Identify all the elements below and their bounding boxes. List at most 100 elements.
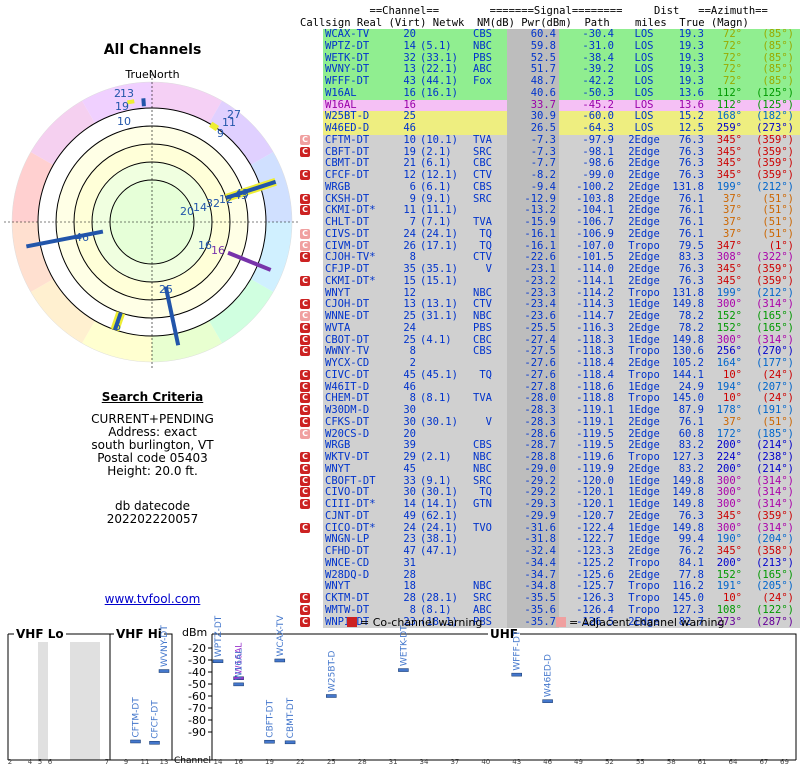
real-channel: 39: [403, 439, 416, 452]
distance: 77.8: [678, 568, 704, 581]
table-row[interactable]: CJNT-DT 49 (62.1) -29.9 -120.7 2Edge 76.3 345° (…: [300, 509, 800, 523]
table-row[interactable]: WPTZ-DT 14 (5.1) NBC 59.8 -31.0 LOS 19.3 72° (85°…: [300, 40, 800, 53]
adjacent-channel-legend: = Adjacent channel warning: [569, 616, 725, 629]
power-dbm: -101.5: [576, 251, 614, 264]
table-row[interactable]: C CHEM-DT 8 (8.1) TVA -28.0 -118.8 Tropo 145.0 10…: [300, 392, 800, 405]
polar-channel-label: 46: [75, 231, 89, 244]
table-row[interactable]: WNYT 18 NBC -34.8 -125.7 Tropo 116.2 191° (205°): [300, 580, 800, 593]
callsign: CFJP-DT: [325, 263, 370, 275]
callsign: WVNY-DT: [325, 63, 370, 76]
nm-db: 33.7: [530, 98, 556, 111]
virtual-channel: (62.1): [420, 509, 458, 522]
azimuth-true: 108°: [716, 603, 742, 616]
nm-cell-bg: [507, 581, 559, 593]
distance: 76.1: [678, 227, 704, 240]
table-row[interactable]: C WVTA 24 PBS -25.5 -116.3 2Edge 78.2 152° (165°): [300, 322, 800, 335]
table-row[interactable]: WETK-DT 32 (33.1) PBS 52.5 -38.4 LOS 19.3 72° (85…: [300, 52, 800, 65]
table-row[interactable]: C CICO-DT* 24 (24.1) TVO -31.6 -122.4 1Edge 149.…: [300, 522, 800, 535]
table-row[interactable]: C CFCF-DT 12 (12.1) CTV -8.2 -99.0 2Edge 76.3 345…: [300, 169, 800, 182]
callsign: CIVO-DT: [325, 486, 370, 499]
callsign: WNYT: [325, 462, 351, 475]
co-channel-legend: = Co-channel warning: [360, 616, 482, 629]
table-row[interactable]: CBMT-DT 21 (6.1) CBC -7.7 -98.6 2Edge 76.3 345° (…: [300, 157, 800, 170]
table-row[interactable]: WRGB 39 CBS -28.7 -119.5 2Edge 83.2 200° (214°): [300, 439, 800, 452]
table-row[interactable]: C CIVS-DT 24 (24.1) TQ -16.1 -106.9 2Edge 76.1 37…: [300, 227, 800, 241]
table-row[interactable]: W46ED-D 46 26.5 -64.3 LOS 12.5 259° (273°): [300, 122, 800, 135]
virtual-channel: (18.1): [420, 615, 458, 628]
azimuth-true: 345°: [716, 274, 742, 287]
table-row[interactable]: C CIVM-DT 26 (17.1) TQ -16.1 -107.0 Tropo 79.5 34…: [300, 239, 800, 253]
virtual-channel: (2.1): [420, 451, 452, 463]
distance: 82.7: [678, 615, 704, 628]
table-row[interactable]: C WNYT 45 NBC -29.0 -119.9 2Edge 83.2 200° (214°): [300, 462, 800, 476]
channel-tick-label: 61: [698, 758, 707, 766]
table-row[interactable]: WNYT 12 NBC -23.3 -114.2 Tropo 131.8 199° (212°): [300, 287, 800, 300]
polar-mark: [141, 98, 146, 107]
power-dbm: -120.1: [576, 486, 614, 499]
table-row[interactable]: C CFTM-DT 10 (10.1) TVA -7.3 -97.9 2Edge 76.3 345…: [300, 133, 800, 147]
table-row[interactable]: W28DQ-D 28 -34.7 -125.6 2Edge 77.8 152° (165°): [300, 568, 800, 582]
table-row[interactable]: C CBOFT-DT 33 (9.1) SRC -29.2 -120.0 1Edge 149.8…: [300, 475, 800, 488]
table-row[interactable]: CHLT-DT 7 (7.1) TVA -15.9 -106.7 2Edge 76.1 37° (…: [300, 216, 800, 229]
table-row[interactable]: C W30DM-D 30 -28.3 -119.1 1Edge 87.9 178° (191°): [300, 404, 800, 417]
azimuth-true: 37°: [723, 204, 742, 217]
nm-db: -22.6: [524, 251, 556, 264]
table-row[interactable]: C CKMI-DT* 15 (15.1) -23.2 -114.1 2Edge 76.3 345…: [300, 274, 800, 288]
path: LOS: [634, 86, 654, 99]
table-row[interactable]: C CJOH-DT 13 (13.1) CTV -23.4 -114.3 1Edge 149.8…: [300, 298, 800, 311]
table-row[interactable]: C WNNE-DT 25 (31.1) NBC -23.6 -114.7 2Edge 78.2 1…: [300, 310, 800, 323]
table-row[interactable]: CFHD-DT 47 (47.1) -32.4 -123.3 2Edge 76.2 345° (…: [300, 545, 800, 558]
path: 2Edge: [628, 227, 660, 240]
table-row[interactable]: W25BT-D 25 30.9 -60.0 LOS 15.2 168° (182°): [300, 110, 800, 123]
table-row[interactable]: WNGN-LP 23 (38.1) -31.8 -122.7 1Edge 99.4 190° (…: [300, 533, 800, 546]
tvfool-link[interactable]: www.tvfool.com: [104, 592, 201, 606]
table-row[interactable]: CFJP-DT 35 (35.1) V -23.1 -114.0 2Edge 76.3 345°…: [300, 263, 800, 276]
virtual-channel: (17.1): [420, 239, 458, 252]
power-dbm: -125.2: [576, 556, 614, 569]
table-row[interactable]: WCAX-TV 20 CBS 60.4 -30.4 LOS 19.3 72° (85°): [300, 28, 800, 41]
table-row[interactable]: WNCE-CD 31 -34.4 -125.2 Tropo 84.1 200° (213°): [300, 556, 800, 570]
table-row[interactable]: W16AL 16 33.7 -45.2 LOS 13.6 112° (125°): [300, 98, 800, 112]
table-row[interactable]: W16AL 16 (16.1) 40.6 -50.3 LOS 13.6 112° (125°): [300, 86, 800, 100]
table-row[interactable]: C W46IT-D 46 -27.8 -118.6 1Edge 24.9 194° (207°): [300, 381, 800, 394]
table-row[interactable]: C WMTW-DT 8 (8.1) ABC -35.6 -126.4 Tropo 127.3 10…: [300, 603, 800, 617]
table-row[interactable]: C CIVC-DT 45 (45.1) TQ -27.6 -118.4 Tropo 144.1 1…: [300, 368, 800, 382]
nm-cell-bg: [507, 146, 559, 159]
table-row[interactable]: WRGB 6 (6.1) CBS -9.4 -100.2 2Edge 131.8 199° (21…: [300, 181, 800, 194]
polar-mark: [112, 312, 123, 331]
table-row[interactable]: C W20CS-D 20 -28.6 -119.5 2Edge 60.8 172° (185°): [300, 428, 800, 441]
channel-tick-label: 9: [124, 758, 128, 766]
azimuth-true: 10°: [723, 368, 742, 381]
nm-db: -23.6: [524, 310, 556, 322]
distance: 13.6: [678, 98, 704, 111]
table-row[interactable]: WVNY-DT 13 (22.1) ABC 51.7 -39.2 LOS 19.3 72° (85…: [300, 63, 800, 76]
power-dbm: -118.3: [576, 333, 614, 346]
table-row[interactable]: C CKSH-DT 9 (9.1) SRC -12.9 -103.8 2Edge 76.1 37°…: [300, 192, 800, 206]
azimuth-true: 347°: [716, 239, 742, 252]
distance: 76.1: [678, 216, 704, 228]
table-row[interactable]: WFFF-DT 43 (44.1) Fox 48.7 -42.2 LOS 19.3 72° (85…: [300, 75, 800, 88]
table-row[interactable]: C CBFT-DT 19 (2.1) SRC -7.3 -98.1 2Edge 76.3 345°…: [300, 146, 800, 159]
table-row[interactable]: WYCX-CD 2 -27.6 -118.4 2Edge 105.2 164° (177°): [300, 357, 800, 370]
table-row[interactable]: C CIII-DT* 14 (14.1) GTN -29.3 -120.1 1Edge 149.…: [300, 498, 800, 511]
distance: 145.0: [672, 592, 704, 604]
table-row[interactable]: C CFKS-DT 30 (30.1) V -28.3 -119.1 2Edge 76.1 37°…: [300, 416, 800, 429]
distance: 105.2: [672, 357, 704, 369]
table-row[interactable]: C CJOH-TV* 8 CTV -22.6 -101.5 2Edge 83.3 308° (32…: [300, 251, 800, 264]
table-row[interactable]: C CBOT-DT 25 (4.1) CBC -27.4 -118.3 1Edge 149.8 3…: [300, 333, 800, 347]
power-dbm: -97.9: [582, 133, 614, 146]
table-row[interactable]: C CKMI-DT* 11 (11.1) -13.2 -104.1 2Edge 76.1 37°…: [300, 204, 800, 217]
channel-tick-label: 31: [389, 758, 398, 766]
table-row[interactable]: C WWNY-TV 8 CBS -27.5 -118.3 Tropo 130.6 256° (27…: [300, 345, 800, 358]
table-row[interactable]: C CKTM-DT 28 (28.1) SRC -35.5 -126.3 Tropo 145.0…: [300, 592, 800, 605]
table-row[interactable]: C CIVO-DT 30 (30.1) TQ -29.2 -120.1 1Edge 149.8 3…: [300, 486, 800, 499]
co-channel-warning-icon: C: [300, 475, 310, 486]
table-row[interactable]: C WKTV-DT 29 (2.1) NBC -28.8 -119.6 Tropo 127.3 2…: [300, 451, 800, 464]
callsign: WKTV-DT: [325, 451, 370, 463]
channel-tick-label: 34: [420, 758, 429, 766]
path: 1Edge: [628, 333, 660, 346]
nm-db: -12.9: [524, 192, 556, 205]
shaded-band: [70, 642, 100, 760]
adjacent-channel-warning-icon: C: [300, 240, 310, 251]
co-channel-warning-icon: C: [300, 522, 310, 533]
